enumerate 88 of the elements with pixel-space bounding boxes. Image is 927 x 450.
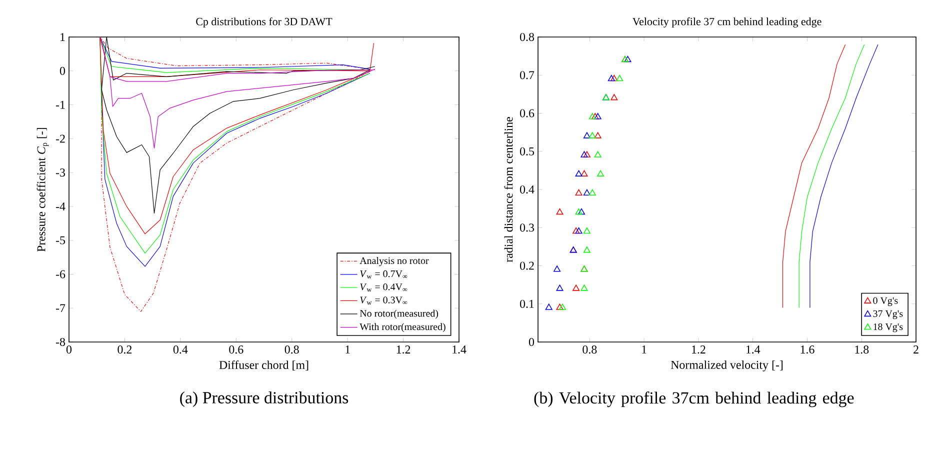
legend-label: 0 Vg's <box>873 297 898 306</box>
point <box>583 132 590 138</box>
y-tick-label: 0.1 <box>520 300 534 308</box>
x-tick-label: 0.4 <box>173 346 188 354</box>
x-tick-label: 0.2 <box>118 346 132 354</box>
point <box>583 227 590 234</box>
text: (a) Pressure distributions <box>180 392 348 407</box>
x-tick-label: 1.6 <box>800 346 814 354</box>
x-tick-label: 1 <box>346 346 350 354</box>
point <box>556 284 564 291</box>
point <box>556 304 564 310</box>
point <box>610 74 618 82</box>
point <box>578 208 586 215</box>
y-tick-label: 0.7 <box>520 71 534 80</box>
x-tick-label: 0 <box>66 346 72 354</box>
y-tick-label: -1 <box>56 100 65 109</box>
point <box>588 189 596 196</box>
point <box>554 266 561 272</box>
legend-label: 18 Vg's <box>874 323 903 332</box>
point <box>594 113 602 120</box>
x-tick-label: 0.6 <box>229 346 244 354</box>
point <box>580 151 588 158</box>
point <box>610 94 618 100</box>
legend-label: V$_{w}$ = 0.3V$_{∞}$ <box>360 296 408 305</box>
y-tick-label: -8 <box>56 338 66 346</box>
chart-title: Cp distributions for 3D DAWT <box>196 17 332 28</box>
y-tick-label: 0.8 <box>520 32 534 42</box>
y-tick-label: 0 <box>60 66 66 75</box>
legend-label: 37 Vg's <box>873 310 903 320</box>
point <box>583 189 590 196</box>
x-tick-label: 1.4 <box>746 346 760 354</box>
y-tick-label: -5 <box>56 236 66 244</box>
line-series <box>100 37 376 148</box>
point <box>558 304 566 310</box>
point <box>608 74 615 82</box>
line-series <box>810 44 878 308</box>
x-tick-label: 1.2 <box>692 346 706 354</box>
x-tick-label: 2 <box>914 346 918 354</box>
point <box>588 113 596 120</box>
y-axis-title: radial distance from centerline <box>504 117 513 262</box>
line-series <box>798 44 865 308</box>
x-tick-label: 1.8 <box>855 346 869 354</box>
y-tick-label: 0.5 <box>520 147 534 156</box>
y-tick-label: 1 <box>60 33 65 41</box>
x-tick-label: 1 <box>642 346 646 354</box>
point <box>556 208 564 215</box>
y-tick-label: -4 <box>56 202 66 210</box>
point <box>597 170 604 176</box>
y-tick-label: 0.2 <box>520 262 534 270</box>
point <box>575 170 582 176</box>
legend-label: V$_{w}$ = 0.7V$_{∞}$ <box>360 270 408 279</box>
y-tick-label: 0.4 <box>520 185 534 194</box>
point <box>580 284 588 291</box>
point <box>575 208 582 215</box>
point <box>594 151 602 158</box>
legend-label: Analysis no rotor <box>360 257 429 266</box>
point <box>624 56 632 62</box>
y-tick-label: 0.3 <box>520 224 534 232</box>
x-axis-title: Diffuser chord [m] <box>219 360 308 370</box>
point <box>580 170 588 176</box>
point <box>616 74 624 82</box>
line-series <box>782 44 846 308</box>
legend-label: V$_{w}$ = 0.4V$_{∞}$ <box>360 284 408 292</box>
point <box>575 189 582 196</box>
y-tick-label: -7 <box>56 304 66 312</box>
point <box>572 284 580 291</box>
point <box>583 151 590 158</box>
y-tick-label: -2 <box>56 134 65 143</box>
point <box>575 227 582 234</box>
x-tick-label: 1.2 <box>396 346 410 354</box>
legend-label: With rotor(measured) <box>360 323 446 332</box>
text: (b) Velocity profile 37cm behind leading edge <box>534 392 854 408</box>
point <box>583 246 590 253</box>
point <box>594 132 602 138</box>
point <box>588 132 596 138</box>
x-tick-label: 0.8 <box>284 346 299 354</box>
y-axis-title: Pressure coefficient C$_{p}$ [-] <box>36 128 49 252</box>
legend-label: No rotor(measured) <box>360 310 438 319</box>
x-axis-title: Normalized velocity [-] <box>670 360 783 372</box>
y-tick-label: 0.6 <box>520 109 534 118</box>
y-tick-label: -3 <box>56 168 66 177</box>
point <box>572 227 580 234</box>
chart-title: Velocity profile 37 cm behind leading edge <box>632 17 822 28</box>
y-tick-label: -6 <box>56 270 66 278</box>
x-tick-label: 1.4 <box>452 346 466 354</box>
point <box>545 304 552 310</box>
x-tick-label: 0.8 <box>582 346 597 354</box>
y-tick-label: 0 <box>528 338 534 346</box>
